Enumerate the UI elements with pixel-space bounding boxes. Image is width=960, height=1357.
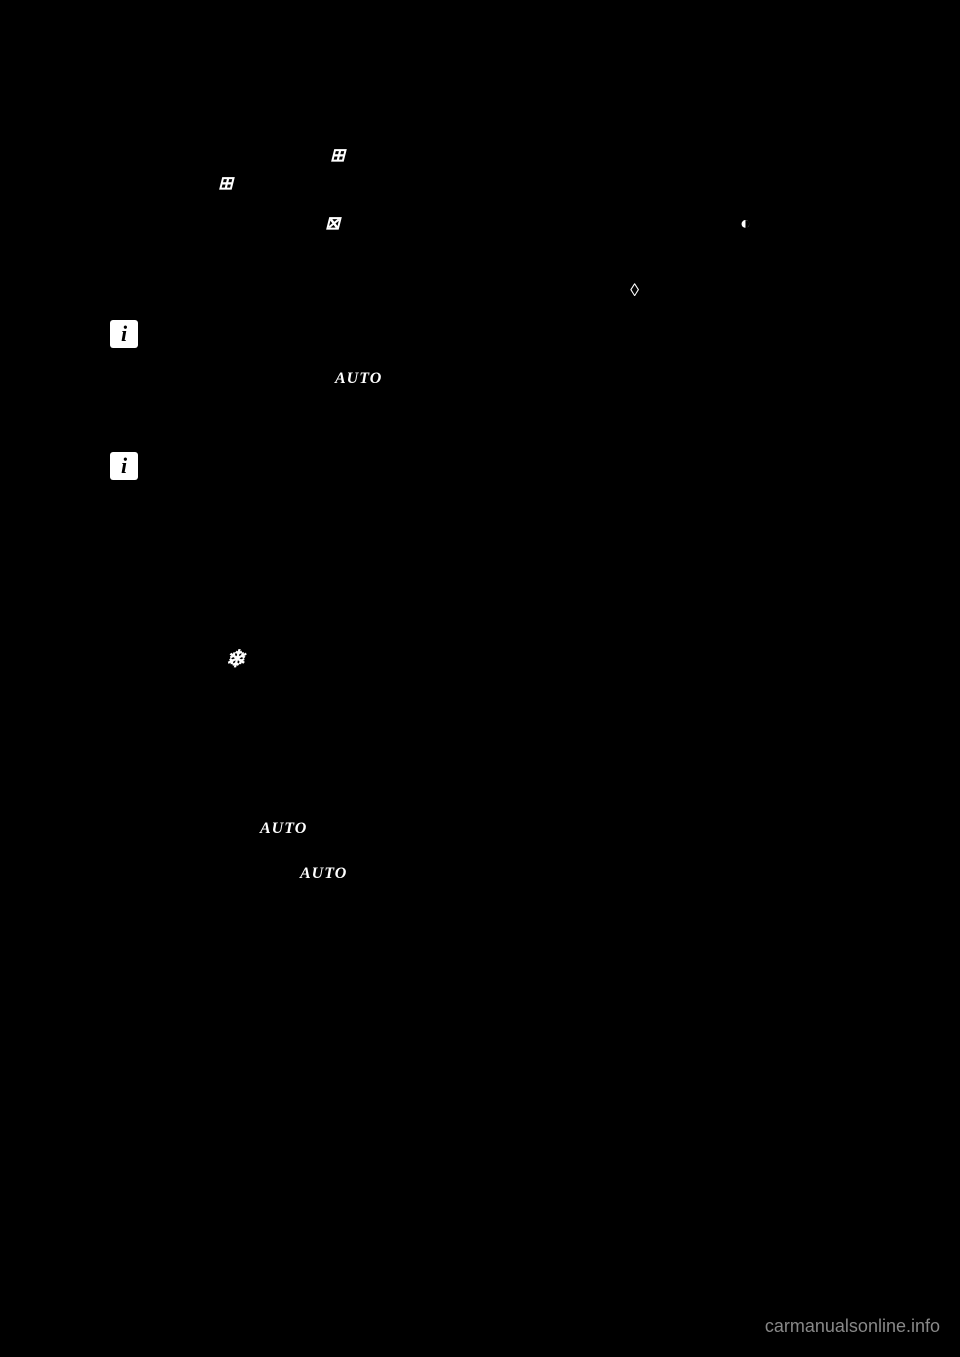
vent-symbol: ◊: [630, 280, 639, 301]
auto-label-2: AUTO: [260, 820, 307, 838]
info-icon-1: i: [110, 320, 138, 348]
fan-icon: ◐: [740, 213, 751, 234]
snowflake-icon: ❄: [225, 645, 245, 674]
auto-label-1: AUTO: [335, 370, 382, 388]
info-icon-2: i: [110, 452, 138, 480]
defrost-icon-1: ⊞: [218, 173, 233, 194]
defrost-icon-2: ⊞: [330, 145, 345, 166]
ac-symbol: ⊠: [325, 213, 340, 234]
watermark: carmanualsonline.info: [765, 1316, 940, 1337]
auto-label-3: AUTO: [300, 865, 347, 883]
